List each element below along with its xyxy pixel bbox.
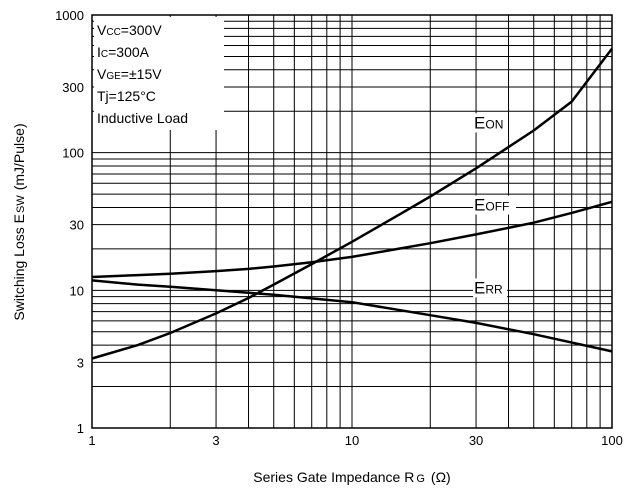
series-line-eoff: [91, 200, 613, 279]
y-tick-label: 3: [77, 355, 84, 370]
series-label-eon: EON: [474, 113, 503, 132]
series-label-bg: [473, 278, 508, 298]
x-tick-label: 1: [88, 433, 95, 448]
curves: [91, 47, 613, 360]
tick-labels: 1 3 10 30 100 1 3 10 30 100 300 1000: [55, 8, 623, 448]
curve-labels: EON EOFF ERR: [473, 113, 517, 298]
x-tick-label: 3: [212, 433, 219, 448]
series-label-bg: [473, 195, 517, 215]
x-tick-label: 100: [601, 433, 623, 448]
x-tick-label: 30: [469, 433, 483, 448]
y-axis-title: Switching Loss ESW(mJ/Pulse): [11, 123, 27, 320]
series-line-eon: [91, 47, 613, 360]
condition-line: IC=300A: [97, 44, 150, 60]
y-tick-label: 100: [62, 146, 84, 161]
condition-line: VGE=±15V: [97, 66, 162, 82]
series-line-err: [91, 279, 613, 353]
y-tick-label: 1: [77, 421, 84, 436]
y-tick-label: 30: [70, 218, 84, 233]
x-tick-label: 10: [345, 433, 359, 448]
y-tick-label: 10: [70, 283, 84, 298]
series-label-bg: [473, 113, 508, 133]
y-tick-label: 300: [62, 80, 84, 95]
conditions-box: VCC=300V IC=300A VGE=±15V Tj=125°C Inductive…: [94, 17, 224, 130]
conditions-bg: [94, 17, 224, 130]
x-axis-title: Series Gate Impedance R G (Ω): [253, 469, 450, 485]
series-label-err: ERR: [474, 278, 503, 297]
condition-line: Tj=125°C: [97, 88, 156, 104]
series-label-eoff: EOFF: [474, 196, 509, 215]
condition-line: VCC=300V: [97, 22, 162, 38]
plot-frame: [91, 14, 613, 429]
y-tick-label: 1000: [55, 8, 84, 23]
condition-line: Inductive Load: [97, 110, 188, 126]
